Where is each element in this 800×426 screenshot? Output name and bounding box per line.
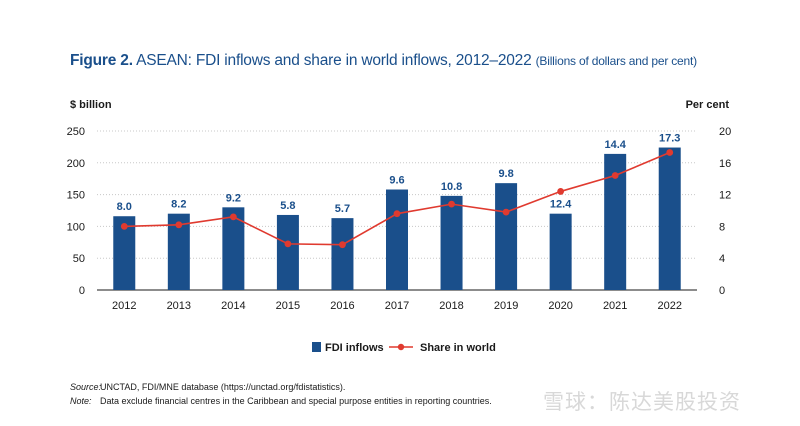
point-share-in-world [120,223,128,230]
bar-fdi-inflows [331,218,354,290]
y2-tick-label: 20 [719,126,731,138]
bar-data-label: 9.2 [226,192,241,204]
bar-data-label: 12.4 [550,199,572,211]
legend-swatch-bar [312,342,321,352]
bar-fdi-inflows [658,147,681,290]
point-share-in-world [557,188,565,195]
point-share-in-world [339,241,346,249]
x-tick-label: 2019 [494,300,518,312]
source-notes: Source:UNCTAD, FDI/MNE database (https:/… [70,380,492,408]
y2-tick-label: 16 [719,158,731,170]
bar-fdi-inflows [113,216,136,290]
bar-fdi-inflows [440,195,463,290]
y2-tick-label: 0 [719,285,725,297]
watermark: 雪球：陈达美股投资 [543,390,741,414]
bar-data-label: 17.3 [659,133,680,145]
x-tick-label: 2016 [330,300,354,312]
point-share-in-world [502,208,510,216]
note-text: Data exclude financial centres in the Ca… [100,396,492,406]
bar-data-label: 8.0 [117,201,132,213]
x-tick-label: 2012 [112,300,136,312]
bar-fdi-inflows [386,189,408,290]
x-tick-label: 2014 [221,300,245,312]
point-share-in-world [229,213,237,221]
x-tick-label: 2020 [548,300,572,312]
y-tick-label: 150 [67,190,85,202]
legend-label-line: Share in world [420,342,496,354]
bar-fdi-inflows [549,213,572,290]
y2-axis-title: Per cent [686,99,730,111]
bar-data-label: 9.6 [389,175,404,187]
legend-label-bar: FDI inflows [325,342,384,354]
x-tick-label: 2021 [603,300,627,312]
point-share-in-world [284,240,292,248]
x-tick-label: 2022 [657,300,681,312]
bar-data-label: 8.2 [171,199,186,211]
y-tick-label: 200 [67,158,85,170]
bar-data-label: 5.8 [280,200,295,212]
y-tick-label: 100 [67,221,85,233]
figure-subtitle: (Billions of dollars and per cent) [535,54,697,68]
source-key: Source: [70,382,102,392]
x-tick-label: 2017 [385,300,409,312]
chart-title: Figure 2. ASEAN: FDI inflows and share i… [70,52,697,70]
source-line: Source:UNCTAD, FDI/MNE database (https:/… [70,380,492,394]
y2-tick-label: 8 [719,221,725,233]
bar-fdi-inflows [276,214,299,290]
point-share-in-world [611,172,619,179]
figure-label: Figure 2. [70,52,133,69]
y-tick-label: 50 [73,253,85,265]
x-tick-label: 2015 [276,300,300,312]
point-share-in-world [666,149,674,156]
source-text: UNCTAD, FDI/MNE database (https://unctad… [100,382,346,392]
point-share-in-world [393,210,401,218]
x-tick-label: 2018 [439,300,463,312]
bar-data-label: 10.8 [441,181,462,193]
note-line: Note: Data exclude financial centres in t… [70,394,492,408]
y-tick-label: 250 [67,126,85,138]
bar-data-label: 14.4 [604,139,626,151]
bar-fdi-inflows [495,183,518,290]
y-axis-title: $ billion [70,99,112,111]
x-tick-label: 2013 [167,300,191,312]
point-share-in-world [175,221,183,229]
bar-fdi-inflows [167,213,190,290]
bar-data-label: 5.7 [335,203,350,215]
bar-fdi-inflows [604,153,627,290]
y2-tick-label: 4 [719,253,725,265]
bar-fdi-inflows [222,207,245,290]
figure-title: ASEAN: FDI inflows and share in world in… [136,52,532,69]
y2-tick-label: 12 [719,190,731,202]
point-share-in-world [448,200,455,208]
legend-marker-line [397,343,405,351]
note-key: Note: [70,396,92,406]
y-tick-label: 0 [79,285,85,297]
bar-data-label: 9.8 [498,168,513,180]
